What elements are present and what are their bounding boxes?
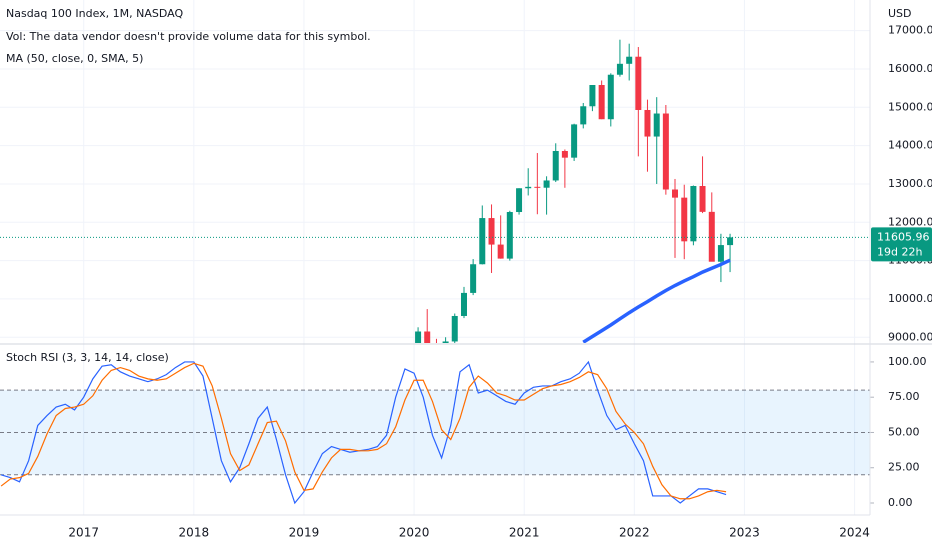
candle-body <box>552 150 559 181</box>
x-tick-label: 2022 <box>619 526 650 540</box>
candle-body <box>442 341 449 343</box>
axes: 2017 2018 2019 2020 2021 2022 2023 2024 9000.00 1… <box>0 24 932 540</box>
candle-body <box>506 212 513 259</box>
x-tick-label: 2023 <box>729 526 760 540</box>
x-tick-label: 2024 <box>839 526 870 540</box>
candle-body <box>488 218 495 245</box>
candle-body <box>460 292 467 316</box>
candle-body <box>672 189 679 198</box>
candle-body <box>561 150 568 158</box>
y-tick-label: 14000.00 <box>888 139 932 152</box>
candle-body <box>534 186 541 188</box>
last-price-box <box>871 227 932 262</box>
countdown-label: 19d 22h <box>877 245 922 258</box>
y-tick-label: 17000.00 <box>888 24 932 37</box>
candle-body <box>543 180 550 188</box>
x-tick-label: 2018 <box>179 526 210 540</box>
x-tick-label: 2017 <box>68 526 99 540</box>
candle-body <box>571 124 578 158</box>
y-tick-label: 13000.00 <box>888 177 932 190</box>
price-pane <box>415 39 734 343</box>
candle-body <box>598 85 605 120</box>
stoch-line <box>0 360 727 505</box>
y-axis-label: USD <box>888 7 912 20</box>
chart-title: Nasdaq 100 Index, 1M, NASDAQ <box>6 7 183 20</box>
candle-body <box>653 113 660 137</box>
candle-body <box>717 245 724 262</box>
grid <box>0 0 870 515</box>
y-tick-label: 10000.00 <box>888 292 932 305</box>
y-tick-label: 75.00 <box>888 390 920 403</box>
y-tick-label: 15000.00 <box>888 100 932 113</box>
candle-body <box>626 56 633 64</box>
x-tick-label: 2019 <box>289 526 320 540</box>
y-tick-label: 50.00 <box>888 425 920 438</box>
candle-body <box>681 197 688 242</box>
candle-body <box>479 218 486 265</box>
candle-body <box>589 85 596 107</box>
x-tick-label: 2021 <box>509 526 540 540</box>
candle-body <box>470 264 477 293</box>
stoch-title: Stoch RSI (3, 3, 14, 14, close) <box>6 351 169 364</box>
candle-body <box>580 106 587 125</box>
y-tick-label: 9000.00 <box>888 330 932 343</box>
x-tick-label: 2020 <box>399 526 430 540</box>
candle-body <box>607 74 614 120</box>
y-tick-label: 12000.00 <box>888 215 932 228</box>
candle-body <box>699 185 706 212</box>
candle-body <box>497 244 504 259</box>
y-tick-label: 25.00 <box>888 461 920 474</box>
candle-body <box>635 56 642 110</box>
y-tick-label: 16000.00 <box>888 62 932 75</box>
candle-body <box>662 113 669 190</box>
candle-body <box>616 63 623 75</box>
candle-body <box>690 185 697 242</box>
ma-line <box>582 258 731 343</box>
y-tick-label: 100.00 <box>888 355 927 368</box>
candle-body <box>516 188 523 213</box>
candle-body <box>708 211 715 262</box>
stoch-pane <box>0 360 870 505</box>
candle-body <box>424 331 431 343</box>
candle-body <box>727 237 734 246</box>
y-tick-label: 0.00 <box>888 496 913 509</box>
candle-body <box>451 315 458 342</box>
candle-body <box>525 186 532 189</box>
candle-body <box>415 331 422 343</box>
subtitle: Vol: The data vendor doesn't provide vol… <box>6 30 371 43</box>
last-price-label: 11605.96 <box>877 230 930 243</box>
stoch-line <box>0 362 727 500</box>
ma-legend: MA (50, close, 0, SMA, 5) <box>6 52 143 65</box>
candle-body <box>644 109 651 137</box>
